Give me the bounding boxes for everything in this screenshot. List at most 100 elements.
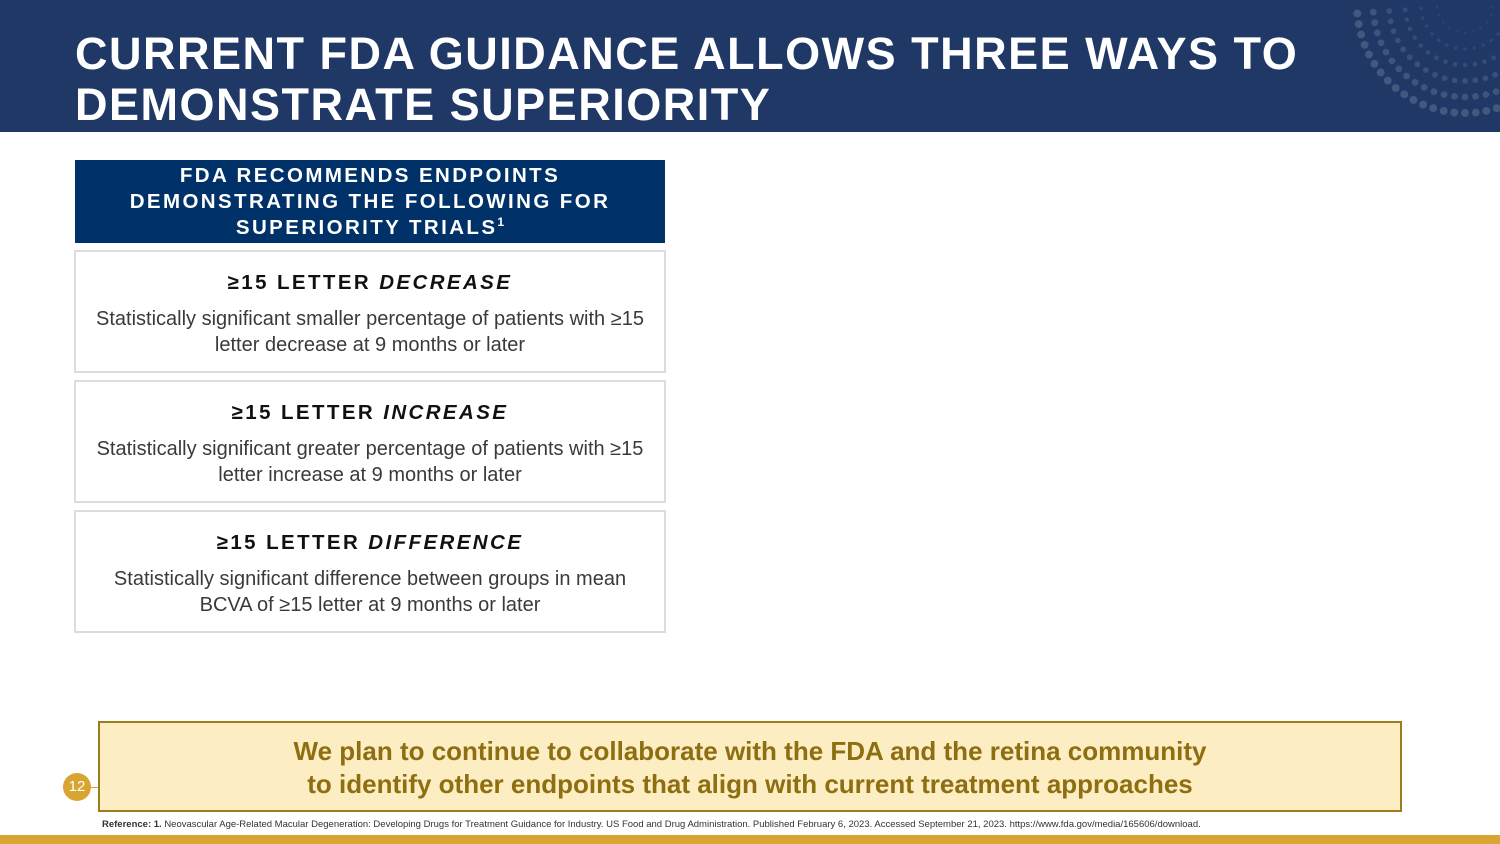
decorative-dot xyxy=(1400,90,1409,99)
panel-heading: FDA RECOMMENDS ENDPOINTS DEMONSTRATING T… xyxy=(75,160,665,243)
decorative-dot xyxy=(1373,29,1381,37)
endpoint-card-description: Statistically significant greater percen… xyxy=(96,438,644,486)
decorative-dot xyxy=(1432,71,1438,78)
decorative-dot xyxy=(1441,21,1445,24)
reference-footnote: Reference: 1. Neovascular Age-Related Ma… xyxy=(102,819,1402,831)
endpoint-card-title: ≥15 LETTER INCREASE xyxy=(76,400,664,426)
decorative-dot xyxy=(1411,78,1419,86)
decorative-dot xyxy=(1482,91,1490,98)
decorative-dot xyxy=(1388,57,1396,65)
decorative-dot xyxy=(1394,37,1401,44)
decorative-dot xyxy=(1452,61,1458,67)
endpoint-card-difference: ≥15 LETTER DIFFERENCE Statistically sign… xyxy=(74,510,666,633)
decorative-dot xyxy=(1491,55,1496,60)
decorative-dot xyxy=(1443,59,1448,64)
decorative-dot xyxy=(1386,8,1393,14)
decorative-dot xyxy=(1387,18,1394,25)
decorative-dot xyxy=(1357,30,1366,39)
endpoint-card-description: Statistically significant smaller percen… xyxy=(96,308,644,356)
reference-label: Reference: 1. xyxy=(102,819,162,830)
callout-line-1: We plan to continue to collaborate with … xyxy=(293,736,1207,766)
decorative-dot xyxy=(1419,100,1428,109)
decorative-dot xyxy=(1450,108,1459,117)
decorative-dot xyxy=(1472,46,1477,50)
decorative-dot xyxy=(1463,31,1467,35)
decorative-dot xyxy=(1371,19,1379,27)
decorative-dot xyxy=(1418,43,1424,48)
decorative-dot xyxy=(1407,26,1413,32)
decorative-dot xyxy=(1383,76,1392,85)
endpoint-card-title-prefix: ≥15 LETTER xyxy=(231,401,376,424)
endpoint-card-title: ≥15 LETTER DIFFERENCE xyxy=(76,530,664,556)
decorative-dot xyxy=(1479,27,1482,30)
decorative-dot xyxy=(1370,59,1379,68)
decorative-dot-pattern xyxy=(1353,6,1500,117)
key-message-callout: We plan to continue to collaborate with … xyxy=(98,721,1402,812)
decorative-dot xyxy=(1382,48,1390,56)
decorative-dot xyxy=(1430,88,1438,95)
page-number-connector xyxy=(90,787,98,788)
panel-heading-text: FDA RECOMMENDS ENDPOINTS DEMONSTRATING T… xyxy=(129,164,611,239)
decorative-dot xyxy=(1390,28,1397,34)
decorative-dot xyxy=(1472,77,1479,84)
decorative-dot xyxy=(1489,38,1494,43)
decorative-dot xyxy=(1376,68,1385,77)
decorative-dot xyxy=(1482,59,1487,64)
decorative-dot xyxy=(1492,71,1498,78)
decorative-dot xyxy=(1496,32,1500,36)
decorative-dot xyxy=(1448,27,1451,30)
decorative-dot xyxy=(1429,104,1438,113)
endpoint-card-increase: ≥15 LETTER INCREASE Statistically signif… xyxy=(74,380,666,503)
decorative-dot xyxy=(1440,91,1448,98)
decorative-dot xyxy=(1471,108,1480,117)
endpoint-card-title-prefix: ≥15 LETTER xyxy=(216,531,361,554)
decorative-dot xyxy=(1354,20,1363,29)
decorative-dot xyxy=(1424,24,1429,29)
decorative-dot xyxy=(1461,109,1469,117)
reference-text: Neovascular Age-Related Macular Degenera… xyxy=(164,819,1201,830)
decorative-dot xyxy=(1400,46,1407,53)
decorative-dot xyxy=(1462,78,1468,84)
decorative-dot xyxy=(1463,47,1467,51)
decorative-dot xyxy=(1435,6,1439,9)
decorative-dot xyxy=(1406,54,1413,61)
decorative-dot xyxy=(1414,61,1421,68)
decorative-dot xyxy=(1420,84,1428,91)
decorative-dot xyxy=(1395,65,1403,73)
decorative-dot xyxy=(1445,43,1449,47)
decorative-dot xyxy=(1451,77,1458,84)
endpoint-card-decrease: ≥15 LETTER DECREASE Statistically signif… xyxy=(74,250,666,373)
decorative-dot xyxy=(1430,32,1434,36)
slide-header: CURRENT FDA GUIDANCE ALLOWS THREE WAYS T… xyxy=(0,0,1500,132)
decorative-dot xyxy=(1365,50,1373,59)
decorative-dot xyxy=(1489,14,1493,17)
decorative-dot xyxy=(1412,35,1417,40)
decorative-dot xyxy=(1491,6,1495,9)
endpoint-card-title-emphasis: INCREASE xyxy=(383,401,509,424)
decorative-dot xyxy=(1434,55,1439,60)
decorative-dot xyxy=(1436,38,1441,43)
decorative-dot xyxy=(1360,40,1369,49)
decorative-dot xyxy=(1492,88,1500,95)
decorative-dot xyxy=(1461,93,1469,101)
slide-title: CURRENT FDA GUIDANCE ALLOWS THREE WAYS T… xyxy=(75,28,1299,130)
endpoint-card-title-prefix: ≥15 LETTER xyxy=(227,271,372,294)
decorative-dot xyxy=(1451,93,1458,100)
decorative-dot xyxy=(1422,67,1429,73)
decorative-dot xyxy=(1481,43,1485,47)
endpoint-card-title: ≥15 LETTER DECREASE xyxy=(76,270,664,296)
decorative-dot xyxy=(1472,30,1475,33)
decorative-dot xyxy=(1409,95,1418,104)
decorative-dot xyxy=(1404,17,1410,22)
decorative-dot xyxy=(1439,106,1448,115)
endpoint-card-title-emphasis: DECREASE xyxy=(379,271,513,294)
callout-line-2: to identify other endpoints that align w… xyxy=(307,769,1193,799)
endpoint-card-title-emphasis: DIFFERENCE xyxy=(368,531,524,554)
decorative-dot xyxy=(1425,50,1431,55)
decorative-dot xyxy=(1421,15,1425,20)
decorative-dot xyxy=(1391,83,1400,92)
page-number-badge: 12 xyxy=(63,773,91,801)
decorative-dot xyxy=(1472,93,1479,100)
decorative-dot xyxy=(1472,61,1478,67)
decorative-dot xyxy=(1492,104,1500,113)
